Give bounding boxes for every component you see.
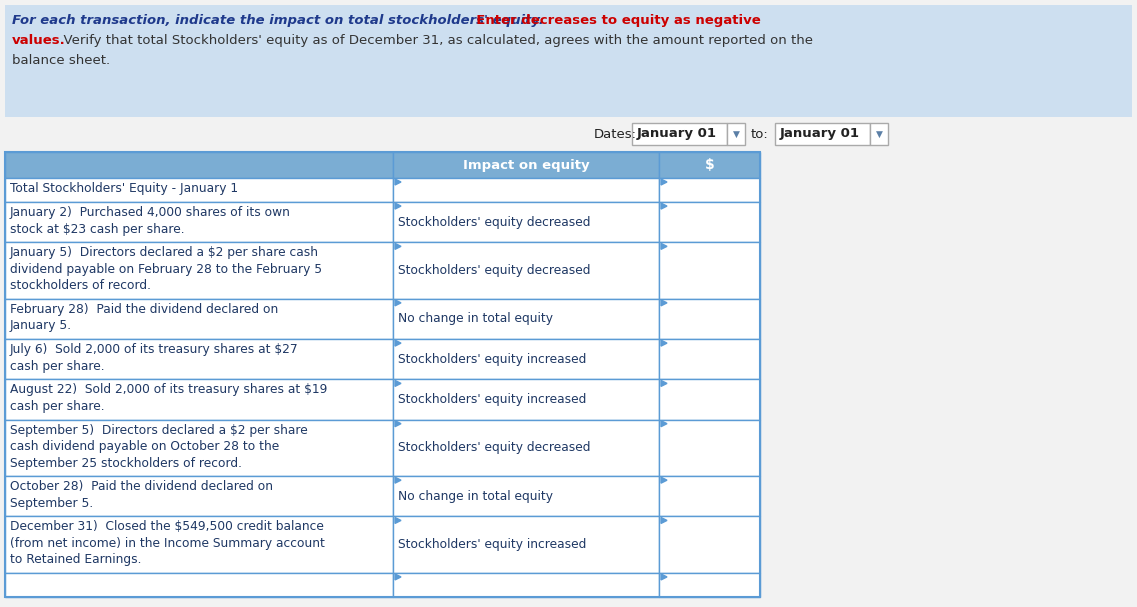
Bar: [393, 573, 659, 597]
Polygon shape: [661, 574, 667, 580]
Polygon shape: [395, 421, 401, 427]
Text: January 5)  Directors declared a $2 per share cash
dividend payable on February : January 5) Directors declared a $2 per s…: [10, 246, 322, 293]
Bar: [659, 202, 760, 242]
Text: Stockholders' equity increased: Stockholders' equity increased: [398, 538, 587, 551]
Text: Total Stockholders' Equity - January 1: Total Stockholders' Equity - January 1: [10, 182, 238, 195]
Text: Stockholders' equity decreased: Stockholders' equity decreased: [398, 441, 590, 455]
Bar: [659, 379, 760, 419]
Text: Stockholders' equity increased: Stockholders' equity increased: [398, 353, 587, 366]
Bar: [659, 517, 760, 573]
Polygon shape: [395, 243, 401, 249]
Text: January 2)  Purchased 4,000 shares of its own
stock at $23 cash per share.: January 2) Purchased 4,000 shares of its…: [10, 206, 291, 236]
Text: January 01: January 01: [637, 127, 717, 140]
Polygon shape: [661, 300, 667, 306]
Bar: [5, 299, 393, 339]
Bar: [659, 178, 760, 202]
Polygon shape: [661, 203, 667, 209]
Bar: [5, 379, 393, 419]
Text: balance sheet.: balance sheet.: [13, 54, 110, 67]
Bar: [5, 339, 393, 379]
Bar: [5, 517, 393, 573]
Text: values.: values.: [13, 34, 66, 47]
Bar: [5, 152, 393, 178]
Text: to:: to:: [752, 127, 769, 140]
Polygon shape: [661, 243, 667, 249]
Bar: [5, 419, 393, 476]
Text: ▼: ▼: [732, 129, 739, 138]
Text: Stockholders' equity decreased: Stockholders' equity decreased: [398, 264, 590, 277]
Polygon shape: [661, 179, 667, 185]
Bar: [659, 339, 760, 379]
FancyBboxPatch shape: [775, 123, 870, 145]
Text: September 5)  Directors declared a $2 per share
cash dividend payable on October: September 5) Directors declared a $2 per…: [10, 424, 308, 470]
Polygon shape: [395, 477, 401, 483]
Polygon shape: [661, 477, 667, 483]
Text: December 31)  Closed the $549,500 credit balance
(from net income) in the Income: December 31) Closed the $549,500 credit …: [10, 520, 325, 566]
Bar: [5, 178, 393, 202]
Bar: [659, 242, 760, 299]
Polygon shape: [395, 179, 401, 185]
Polygon shape: [395, 340, 401, 346]
FancyBboxPatch shape: [727, 123, 745, 145]
Bar: [393, 299, 659, 339]
Bar: [393, 339, 659, 379]
Bar: [659, 419, 760, 476]
Bar: [393, 419, 659, 476]
FancyBboxPatch shape: [632, 123, 727, 145]
Polygon shape: [661, 421, 667, 427]
Polygon shape: [395, 300, 401, 306]
FancyBboxPatch shape: [870, 123, 888, 145]
Bar: [5, 242, 393, 299]
Text: Stockholders' equity increased: Stockholders' equity increased: [398, 393, 587, 406]
Bar: [5, 202, 393, 242]
Bar: [5, 152, 760, 597]
Text: February 28)  Paid the dividend declared on
January 5.: February 28) Paid the dividend declared …: [10, 303, 279, 333]
Bar: [659, 152, 760, 178]
Bar: [393, 517, 659, 573]
Text: Verify that total Stockholders' equity as of December 31, as calculated, agrees : Verify that total Stockholders' equity a…: [55, 34, 813, 47]
Text: ▼: ▼: [875, 129, 882, 138]
Text: January 01: January 01: [780, 127, 860, 140]
Bar: [5, 476, 393, 517]
Text: Enter decreases to equity as negative: Enter decreases to equity as negative: [467, 14, 761, 27]
Polygon shape: [395, 381, 401, 387]
Polygon shape: [661, 517, 667, 523]
Bar: [393, 202, 659, 242]
Bar: [5, 573, 393, 597]
Text: No change in total equity: No change in total equity: [398, 490, 553, 503]
Polygon shape: [395, 574, 401, 580]
Polygon shape: [661, 381, 667, 387]
Text: Impact on equity: Impact on equity: [463, 158, 589, 172]
Text: July 6)  Sold 2,000 of its treasury shares at $27
cash per share.: July 6) Sold 2,000 of its treasury share…: [10, 343, 299, 373]
Text: August 22)  Sold 2,000 of its treasury shares at $19
cash per share.: August 22) Sold 2,000 of its treasury sh…: [10, 384, 327, 413]
Text: Stockholders' equity decreased: Stockholders' equity decreased: [398, 215, 590, 229]
Text: For each transaction, indicate the impact on total stockholders' equity.: For each transaction, indicate the impac…: [13, 14, 543, 27]
Bar: [659, 573, 760, 597]
Bar: [5, 5, 1132, 117]
Text: No change in total equity: No change in total equity: [398, 313, 553, 325]
Bar: [659, 299, 760, 339]
Polygon shape: [395, 517, 401, 523]
Polygon shape: [661, 340, 667, 346]
Bar: [393, 152, 659, 178]
Text: Dates:: Dates:: [594, 127, 637, 140]
Bar: [393, 476, 659, 517]
Bar: [393, 178, 659, 202]
Polygon shape: [395, 203, 401, 209]
Text: $: $: [705, 158, 714, 172]
Bar: [393, 379, 659, 419]
Text: October 28)  Paid the dividend declared on
September 5.: October 28) Paid the dividend declared o…: [10, 480, 273, 510]
Bar: [393, 242, 659, 299]
Bar: [659, 476, 760, 517]
